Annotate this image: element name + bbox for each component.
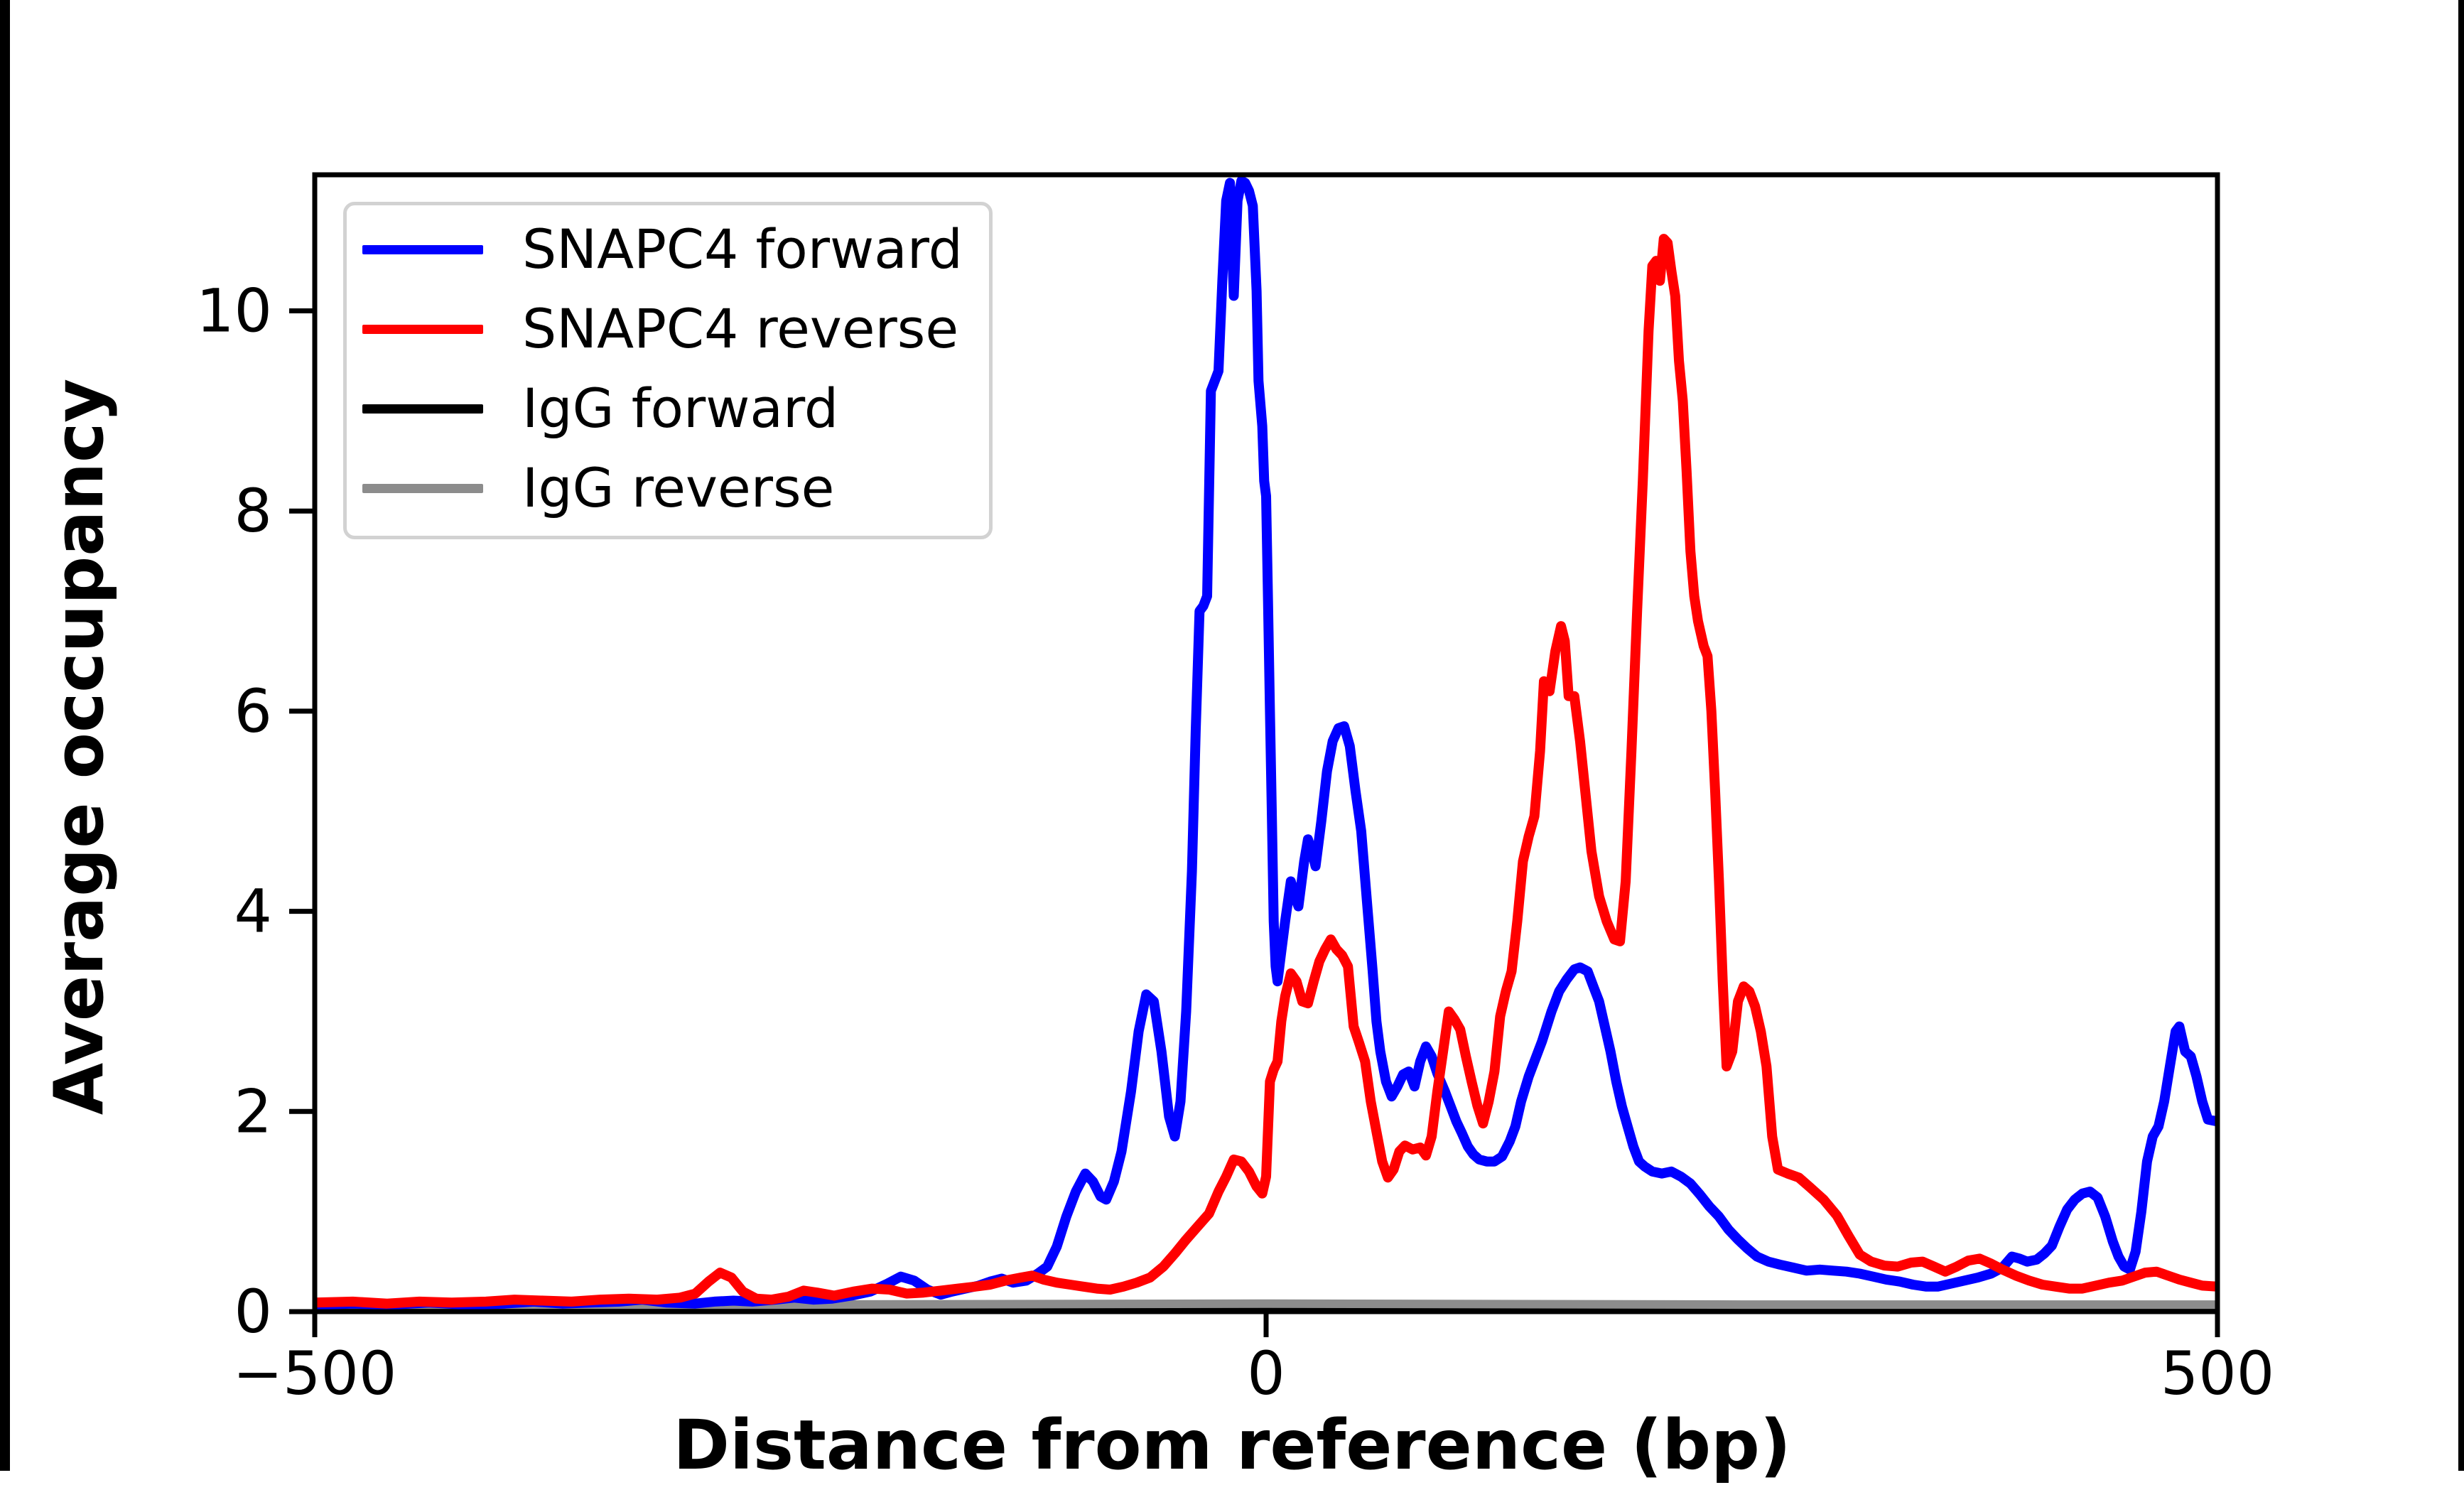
x-tick-label: 500 bbox=[2161, 1339, 2274, 1408]
legend-row: SNAPC4 reverse bbox=[362, 289, 989, 369]
x-axis-label: Distance from reference (bp) bbox=[673, 1405, 1791, 1485]
screen-edge-bar-right bbox=[2458, 0, 2464, 1471]
y-tick-label: 8 bbox=[234, 476, 272, 546]
series-line-snapc4-reverse bbox=[315, 234, 2217, 1309]
screen-edge-bar-left bbox=[0, 0, 10, 1471]
legend-row: IgG forward bbox=[362, 369, 989, 448]
x-tick-label: 0 bbox=[1247, 1339, 1285, 1408]
legend-label: SNAPC4 forward bbox=[522, 217, 963, 281]
legend-swatch-igg-forward bbox=[362, 404, 483, 414]
legend-swatch-igg-reverse bbox=[362, 483, 483, 493]
y-tick-label: 0 bbox=[234, 1277, 272, 1346]
y-tick-label: 4 bbox=[234, 877, 272, 946]
y-tick-label: 2 bbox=[234, 1076, 272, 1146]
legend-swatch-snapc4-forward bbox=[362, 244, 483, 254]
legend-row: SNAPC4 forward bbox=[362, 210, 989, 289]
legend-swatch-snapc4-reverse bbox=[362, 324, 483, 334]
legend-label: SNAPC4 reverse bbox=[522, 297, 959, 360]
y-axis-label: Average occupancy bbox=[40, 378, 119, 1116]
legend-label: IgG forward bbox=[522, 377, 839, 440]
plot-area bbox=[312, 172, 2220, 1314]
legend-label: IgG reverse bbox=[522, 456, 835, 519]
y-tick-label: 10 bbox=[196, 276, 272, 346]
legend: SNAPC4 forward SNAPC4 reverse IgG forward I… bbox=[343, 202, 993, 539]
y-tick-label: 6 bbox=[234, 676, 272, 746]
legend-row: IgG reverse bbox=[362, 448, 989, 528]
x-tick-label: −500 bbox=[233, 1339, 397, 1408]
series-line-snapc4-forward bbox=[315, 176, 2217, 1310]
